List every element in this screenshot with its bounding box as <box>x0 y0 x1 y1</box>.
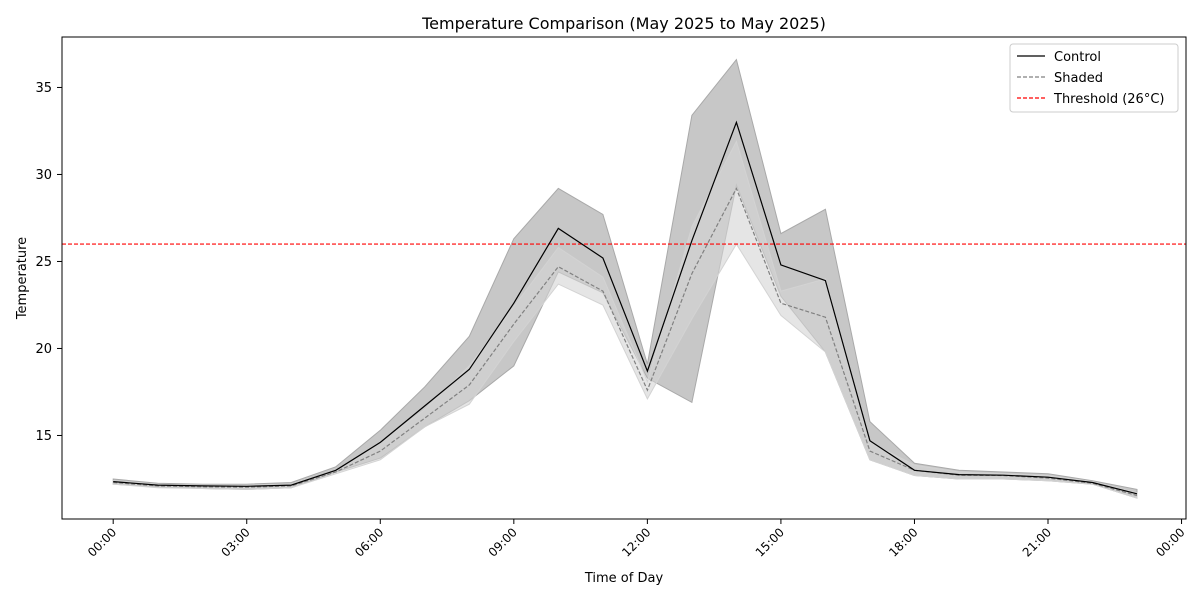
series-line-shaded <box>113 186 1138 497</box>
chart-title: Temperature Comparison (May 2025 to May … <box>421 14 826 33</box>
x-tick-label: 00:00 <box>85 525 119 559</box>
x-tick-label: 12:00 <box>619 525 653 559</box>
legend-label-shaded: Shaded <box>1054 71 1103 86</box>
y-tick-label: 15 <box>35 429 52 444</box>
y-axis: 15 20 25 30 35 <box>35 81 62 444</box>
band-shaded <box>112 140 1138 499</box>
x-tick-label: 00:00 <box>1153 525 1187 559</box>
y-axis-label: Temperature <box>15 237 30 320</box>
y-tick-label: 35 <box>35 81 52 96</box>
y-tick-label: 30 <box>35 168 52 183</box>
x-tick-label: 21:00 <box>1020 525 1054 559</box>
y-tick-label: 20 <box>35 342 52 357</box>
series-line-control <box>113 120 1138 495</box>
confidence-bands <box>112 58 1138 499</box>
plot-area-frame <box>61 36 1187 520</box>
y-tick-label: 25 <box>35 255 52 270</box>
x-tick-label: 09:00 <box>486 525 520 559</box>
x-tick-label: 18:00 <box>886 525 920 559</box>
legend-box <box>1009 43 1179 113</box>
x-axis-label: Time of Day <box>584 571 664 586</box>
x-tick-label: 03:00 <box>218 525 252 559</box>
legend-label-control: Control <box>1054 50 1101 65</box>
x-tick-label: 06:00 <box>352 525 386 559</box>
series-lines <box>113 120 1138 497</box>
legend: Control Shaded Threshold (26°C) <box>1009 43 1179 113</box>
x-tick-label: 15:00 <box>753 525 787 559</box>
band-control <box>112 58 1138 499</box>
legend-label-threshold: Threshold (26°C) <box>1053 92 1164 107</box>
x-axis: 00:00 03:00 06:00 09:00 12:00 15:00 18:00 21:00… <box>85 519 1188 560</box>
